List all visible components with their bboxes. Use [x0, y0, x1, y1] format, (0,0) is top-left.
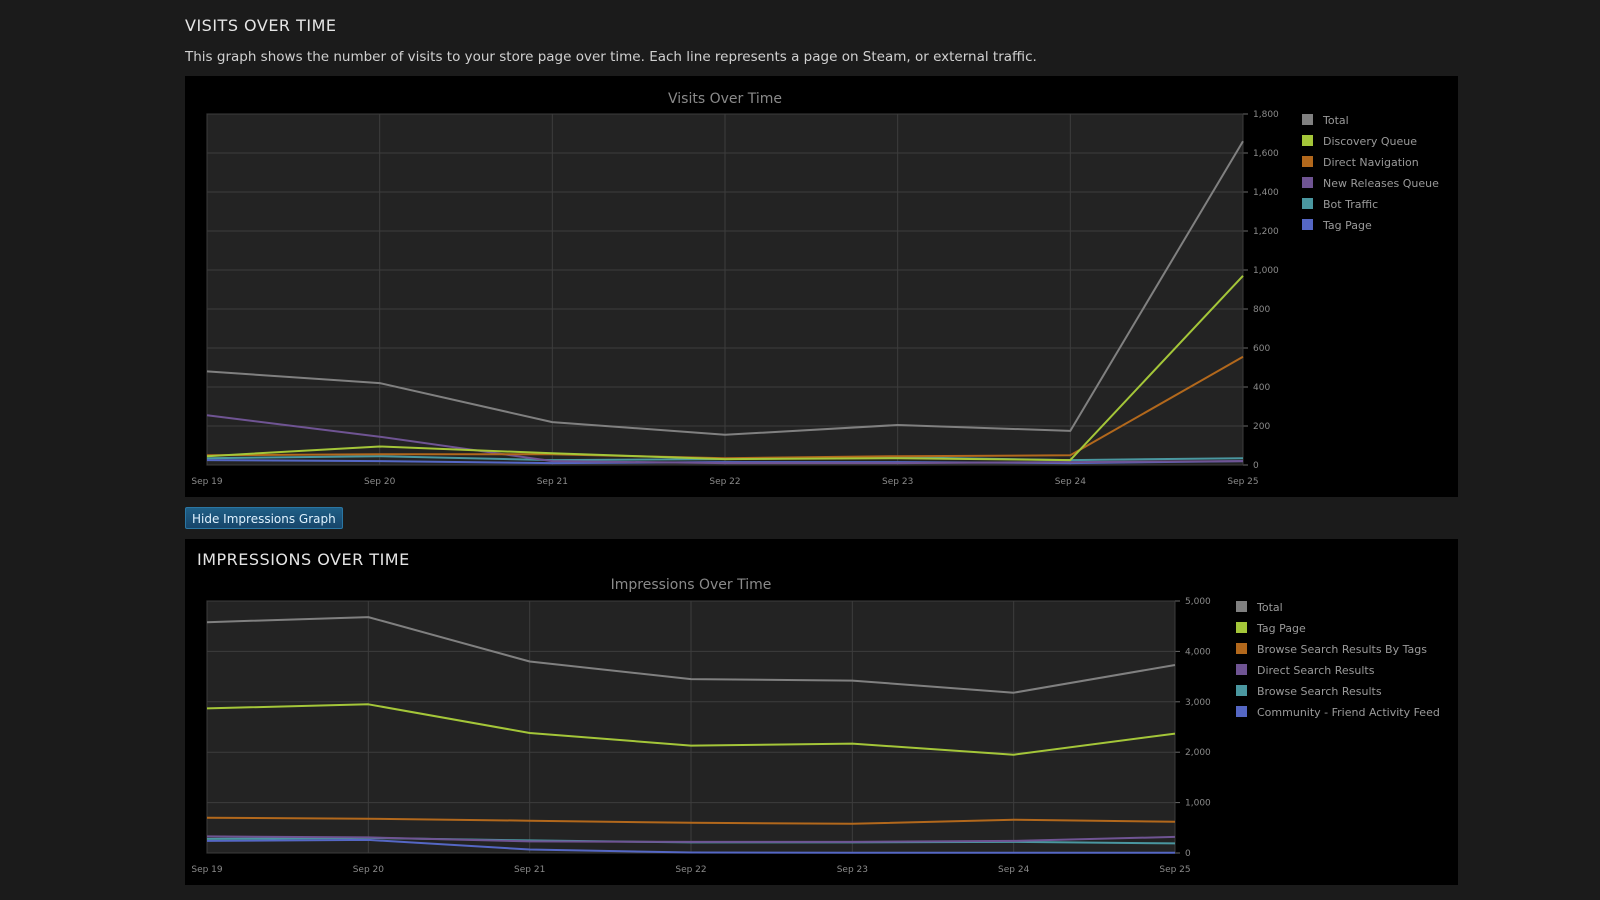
legend-swatch-browse-search-results-by-tags [1236, 643, 1247, 654]
x-tick-label: Sep 21 [514, 865, 545, 875]
legend-label-browse-search-results-by-tags: Browse Search Results By Tags [1257, 643, 1427, 656]
visits-description: This graph shows the number of visits to… [185, 49, 1037, 65]
y-tick-label: 0 [1185, 849, 1191, 859]
y-tick-label: 1,000 [1253, 266, 1279, 276]
y-tick-label: 2,000 [1185, 748, 1211, 758]
legend-swatch-total [1236, 601, 1247, 612]
y-tick-label: 1,800 [1253, 110, 1279, 120]
legend-swatch-new-releases-queue [1302, 177, 1313, 188]
legend-swatch-tag-page [1236, 622, 1247, 633]
y-tick-label: 1,600 [1253, 149, 1279, 159]
y-tick-label: 1,400 [1253, 188, 1279, 198]
x-tick-label: Sep 22 [709, 477, 740, 487]
x-tick-label: Sep 22 [675, 865, 706, 875]
x-tick-label: Sep 23 [837, 865, 868, 875]
legend-label-browse-search-results: Browse Search Results [1257, 685, 1382, 698]
legend-label-community-friend-activity-feed: Community - Friend Activity Feed [1257, 706, 1440, 719]
legend-swatch-browse-search-results [1236, 685, 1247, 696]
y-tick-label: 800 [1253, 305, 1270, 315]
y-tick-label: 0 [1253, 461, 1259, 471]
legend-swatch-direct-search-results [1236, 664, 1247, 675]
legend-label-tag-page: Tag Page [1256, 622, 1306, 635]
legend-swatch-direct-navigation [1302, 156, 1313, 167]
legend-label-direct-search-results: Direct Search Results [1257, 664, 1375, 677]
series-line-new-releases-queue [206, 414, 1244, 465]
x-tick-label: Sep 23 [882, 477, 913, 487]
legend-label-tag-page: Tag Page [1322, 219, 1372, 232]
series-line-total [206, 616, 1176, 694]
visits-chart-panel: Visits Over Time 0 200 400 600 800 1,000 1,200 1… [185, 76, 1458, 497]
y-tick-label: 5,000 [1185, 597, 1211, 607]
chart-title: Impressions Over Time [611, 577, 772, 593]
legend-label-total: Total [1322, 114, 1349, 127]
impressions-chart-panel: IMPRESSIONS OVER TIME Impressions Over T… [185, 539, 1458, 885]
x-tick-label: Sep 20 [353, 865, 385, 875]
hide-impressions-graph-button[interactable]: Hide Impressions Graph [185, 507, 343, 529]
x-tick-label: Sep 25 [1159, 865, 1190, 875]
x-tick-label: Sep 20 [364, 477, 396, 487]
visits-chart: Visits Over Time 0 200 400 600 800 1,000 1,200 1… [191, 91, 1439, 487]
series-line-total [206, 140, 1244, 436]
impressions-section-title: IMPRESSIONS OVER TIME [197, 550, 410, 569]
x-tick-label: Sep 25 [1227, 477, 1258, 487]
visits-section-title: VISITS OVER TIME [185, 16, 337, 35]
legend-label-direct-navigation: Direct Navigation [1323, 156, 1419, 169]
legend-swatch-bot-traffic [1302, 198, 1313, 209]
series-line-browse-search-results-by-tags [206, 816, 1176, 825]
series-line-tag-page [206, 703, 1176, 756]
y-tick-label: 600 [1253, 344, 1270, 354]
series-line-direct-search-results [206, 835, 1176, 843]
y-tick-label: 1,000 [1185, 799, 1211, 809]
x-tick-label: Sep 19 [191, 865, 223, 875]
y-tick-label: 1,200 [1253, 227, 1279, 237]
chart-title: Visits Over Time [668, 91, 782, 107]
legend-swatch-total [1302, 114, 1313, 125]
x-tick-label: Sep 21 [537, 477, 568, 487]
y-tick-label: 400 [1253, 383, 1270, 393]
legend-label-new-releases-queue: New Releases Queue [1323, 177, 1439, 190]
series-line-community-friend-activity-feed [206, 838, 1175, 854]
x-tick-label: Sep 24 [998, 865, 1030, 875]
legend-swatch-community-friend-activity-feed [1236, 706, 1247, 717]
y-tick-label: 3,000 [1185, 698, 1211, 708]
legend-label-bot-traffic: Bot Traffic [1323, 198, 1378, 211]
impressions-chart: Impressions Over Time 0 1,000 2,000 3,000 4,0… [191, 577, 1440, 875]
y-tick-label: 4,000 [1185, 647, 1211, 657]
x-tick-label: Sep 24 [1055, 477, 1087, 487]
legend-swatch-tag-page [1302, 219, 1313, 230]
legend-label-total: Total [1256, 601, 1283, 614]
x-tick-label: Sep 19 [191, 477, 223, 487]
legend-label-discovery-queue: Discovery Queue [1323, 135, 1417, 148]
legend-swatch-discovery-queue [1302, 135, 1313, 146]
y-tick-label: 200 [1253, 422, 1270, 432]
series-line-discovery-queue [206, 275, 1244, 462]
